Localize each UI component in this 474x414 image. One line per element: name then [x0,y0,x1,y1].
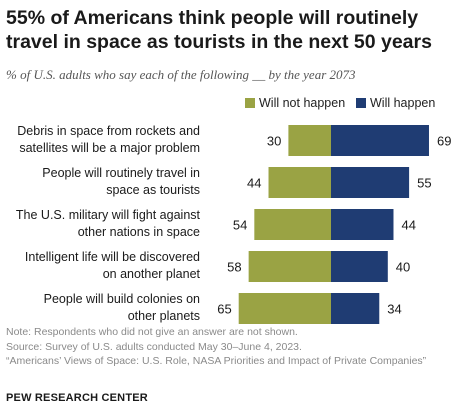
chart-subtitle: % of U.S. adults who say each of the fol… [6,67,356,82]
data-label-will-happen: 44 [401,218,415,233]
report-title-line: “Americans’ Views of Space: U.S. Role, N… [6,355,427,367]
category-label: space as tourists [106,183,200,197]
bar-will-not-happen [288,125,331,156]
data-label-will-happen: 34 [387,302,401,317]
legend-swatch-will-not-happen [245,98,255,108]
bar-will-not-happen [248,251,331,282]
bar-will-happen [331,251,388,282]
data-label-will-not-happen: 54 [233,218,247,233]
category-label: The U.S. military will fight against [16,208,201,222]
bar-will-happen [331,125,429,156]
data-label-will-happen: 69 [437,134,451,149]
category-label: Debris in space from rockets and [17,124,200,138]
category-label: other planets [128,309,200,323]
pew-brand: PEW RESEARCH CENTER [6,392,148,404]
category-label: other nations in space [78,225,200,239]
data-label-will-not-happen: 44 [247,176,261,191]
chart-notes: Note: Respondents who did not give an an… [6,325,470,369]
category-label: on another planet [103,267,201,281]
bar-will-not-happen [254,209,331,240]
category-label: People will routinely travel in [42,166,200,180]
data-label-will-happen: 40 [396,260,410,275]
data-label-will-not-happen: 58 [227,260,241,275]
bar-will-happen [331,167,410,198]
legend-label-will-happen: Will happen [370,96,436,110]
legend-label-will-not-happen: Will not happen [259,96,346,110]
bar-will-happen [331,209,394,240]
bar-will-not-happen [238,293,331,324]
legend-item-will-happen: Will happen [356,96,435,110]
source-line: Source: Survey of U.S. adults conducted … [6,340,302,353]
bar-will-happen [331,293,380,324]
category-label: People will build colonies on [44,292,200,306]
data-label-will-not-happen: 30 [267,134,281,149]
bar-will-not-happen [268,167,331,198]
chart-title: 55% of Americans think people will routi… [6,7,432,53]
data-label-will-happen: 55 [417,176,431,191]
legend-swatch-will-happen [356,98,366,108]
data-label-will-not-happen: 65 [217,302,231,317]
category-label: satellites will be a major problem [19,141,200,155]
legend-item-will-not-happen: Will not happen [245,96,345,110]
note-line: Note: Respondents who did not give an an… [6,326,298,338]
category-label: Intelligent life will be discovered [25,250,200,264]
